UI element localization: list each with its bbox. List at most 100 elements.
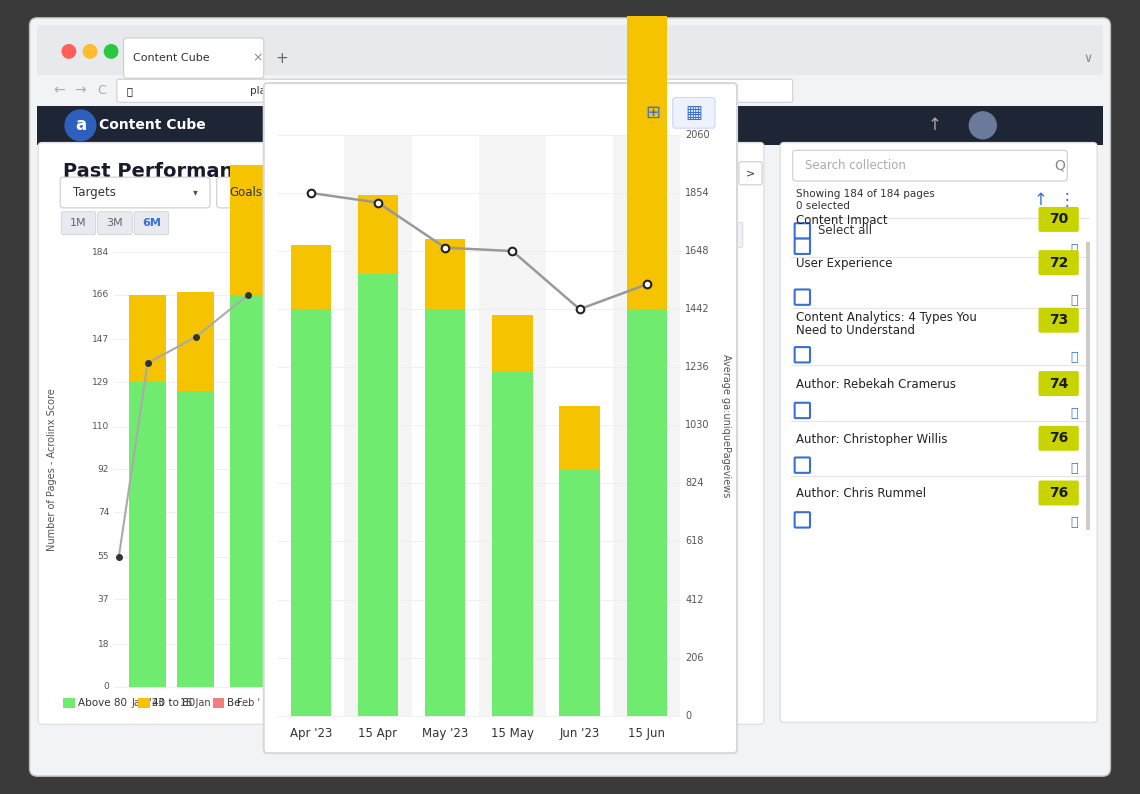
Bar xyxy=(230,295,267,687)
Text: Q: Q xyxy=(1054,159,1065,172)
FancyBboxPatch shape xyxy=(795,457,811,473)
FancyBboxPatch shape xyxy=(712,222,743,247)
Text: Content Analytics: 4 Types You: Content Analytics: 4 Types You xyxy=(796,310,977,324)
Text: 147: 147 xyxy=(92,335,109,344)
FancyBboxPatch shape xyxy=(795,347,811,362)
Text: Be...: Be... xyxy=(227,698,251,708)
Circle shape xyxy=(83,44,97,58)
Bar xyxy=(129,382,165,687)
Text: a: a xyxy=(75,116,86,134)
Text: ⧉: ⧉ xyxy=(1070,407,1077,420)
Text: Number of Pages - Acrolinx Score: Number of Pages - Acrolinx Score xyxy=(47,388,57,551)
Bar xyxy=(613,135,681,715)
Text: 1648: 1648 xyxy=(685,246,710,256)
Bar xyxy=(129,295,165,382)
FancyBboxPatch shape xyxy=(1039,426,1078,451)
FancyBboxPatch shape xyxy=(60,177,210,208)
FancyBboxPatch shape xyxy=(279,110,433,141)
Text: ▾: ▾ xyxy=(506,187,511,198)
Text: 824: 824 xyxy=(685,479,703,488)
Text: User Experience: User Experience xyxy=(796,257,893,270)
Bar xyxy=(546,135,613,715)
Text: 1M: 1M xyxy=(71,218,87,228)
Bar xyxy=(479,135,546,715)
Text: 74: 74 xyxy=(1049,376,1068,391)
Text: playspace.acrolinx.sh/content-cube/collections/acrolinxdemo/overview/history: playspace.acrolinx.sh/content-cube/colle… xyxy=(250,86,660,96)
Text: ▦: ▦ xyxy=(685,104,702,121)
Text: ▾: ▾ xyxy=(193,187,198,198)
FancyBboxPatch shape xyxy=(38,143,764,724)
Bar xyxy=(114,252,177,687)
Text: ←: ← xyxy=(54,83,65,98)
Bar xyxy=(50,249,750,713)
Text: 618: 618 xyxy=(685,537,703,546)
Text: 1442: 1442 xyxy=(685,304,710,314)
Text: Jun '23: Jun '23 xyxy=(560,727,600,740)
Circle shape xyxy=(63,44,75,58)
Bar xyxy=(560,407,600,469)
Text: 184: 184 xyxy=(92,248,109,256)
Circle shape xyxy=(65,110,96,141)
Text: 0: 0 xyxy=(104,682,109,692)
Bar xyxy=(358,195,398,274)
FancyBboxPatch shape xyxy=(1039,371,1078,396)
Bar xyxy=(38,75,1102,106)
FancyBboxPatch shape xyxy=(739,162,762,185)
Text: Search collection: Search collection xyxy=(805,159,906,172)
Text: 15 Apr: 15 Apr xyxy=(358,727,398,740)
FancyBboxPatch shape xyxy=(780,143,1097,723)
Text: 15 May: 15 May xyxy=(491,727,534,740)
Bar xyxy=(178,292,214,391)
FancyBboxPatch shape xyxy=(1039,480,1078,506)
Bar xyxy=(277,135,344,715)
Bar xyxy=(178,391,214,687)
Text: 70: 70 xyxy=(1049,213,1068,226)
Text: Performance Metrics: Performance Metrics xyxy=(539,172,633,181)
Text: Author: Chris Rummel: Author: Chris Rummel xyxy=(796,488,926,500)
Bar xyxy=(425,309,465,715)
Text: 0 selected: 0 selected xyxy=(796,201,849,211)
Text: Acrolinx Demo  ▾: Acrolinx Demo ▾ xyxy=(309,121,402,130)
Text: Goals: Goals xyxy=(229,186,262,199)
Text: 92: 92 xyxy=(98,465,109,474)
FancyBboxPatch shape xyxy=(117,79,792,102)
Text: 18: 18 xyxy=(98,640,109,649)
Text: 412: 412 xyxy=(685,595,703,604)
FancyBboxPatch shape xyxy=(373,177,523,208)
Text: ⊙  OVERVIEW: ⊙ OVERVIEW xyxy=(523,119,617,132)
Bar xyxy=(230,164,267,295)
Text: Author: Christopher Willis: Author: Christopher Willis xyxy=(796,433,947,445)
Bar xyxy=(425,239,465,309)
Text: 76: 76 xyxy=(1049,431,1068,445)
Text: Above 80: Above 80 xyxy=(78,698,127,708)
Text: 73: 73 xyxy=(1049,313,1068,327)
Text: Average ga:uniquePageviews: Average ga:uniquePageviews xyxy=(722,353,732,497)
Text: ⚙: ⚙ xyxy=(443,118,457,133)
Bar xyxy=(627,0,667,309)
Text: 72: 72 xyxy=(1049,256,1068,270)
Text: 1236: 1236 xyxy=(685,362,710,372)
Text: ▾: ▾ xyxy=(350,187,355,198)
Bar xyxy=(560,469,600,715)
Text: 6M: 6M xyxy=(142,218,161,228)
Text: Targets: Targets xyxy=(73,186,115,199)
Text: >: > xyxy=(746,168,755,179)
Text: 0: 0 xyxy=(685,711,691,721)
Text: ⊞: ⊞ xyxy=(691,227,703,242)
Bar xyxy=(225,252,272,687)
FancyBboxPatch shape xyxy=(795,512,811,527)
Text: ⧉: ⧉ xyxy=(1070,351,1077,364)
Text: Author: Rebekah Cramerus: Author: Rebekah Cramerus xyxy=(796,378,955,391)
Text: →: → xyxy=(74,83,87,98)
Text: ⧉: ⧉ xyxy=(1070,461,1077,475)
Text: May '23: May '23 xyxy=(422,727,469,740)
FancyBboxPatch shape xyxy=(1039,308,1078,333)
Text: Jan '23: Jan '23 xyxy=(131,699,164,708)
Text: 15 Jun: 15 Jun xyxy=(628,727,666,740)
Text: 1854: 1854 xyxy=(685,188,710,198)
Text: ↑: ↑ xyxy=(1034,191,1048,209)
FancyBboxPatch shape xyxy=(217,177,366,208)
Text: ×: × xyxy=(252,52,262,64)
Text: ▾: ▾ xyxy=(719,187,724,198)
Text: 37: 37 xyxy=(98,595,109,604)
